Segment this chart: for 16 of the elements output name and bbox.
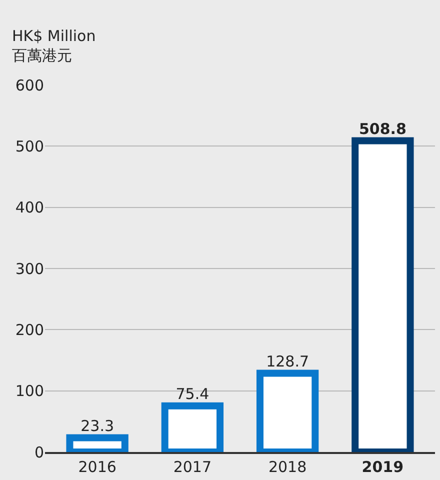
- x-tick-label: 2018: [268, 458, 307, 476]
- data-label: 128.7: [266, 352, 310, 370]
- y-tick-label: 600: [15, 76, 44, 94]
- y-tick-label: 500: [15, 137, 44, 156]
- data-label: 75.4: [176, 384, 210, 403]
- data-label: 508.8: [358, 120, 406, 138]
- y-tick-label: 300: [15, 260, 44, 278]
- data-label: 23.3: [80, 416, 114, 435]
- y-tick-label: 200: [15, 320, 44, 339]
- x-tick-label: 2016: [78, 458, 116, 476]
- y-tick-label: 0: [34, 443, 44, 462]
- x-tick-label: 2017: [173, 458, 212, 476]
- y-tick-label: 400: [15, 198, 44, 217]
- y-axis-title: HK$ Million 百萬港元: [12, 27, 96, 64]
- x-tick-label: 2019: [362, 458, 404, 476]
- y-tick-label: 100: [15, 382, 44, 400]
